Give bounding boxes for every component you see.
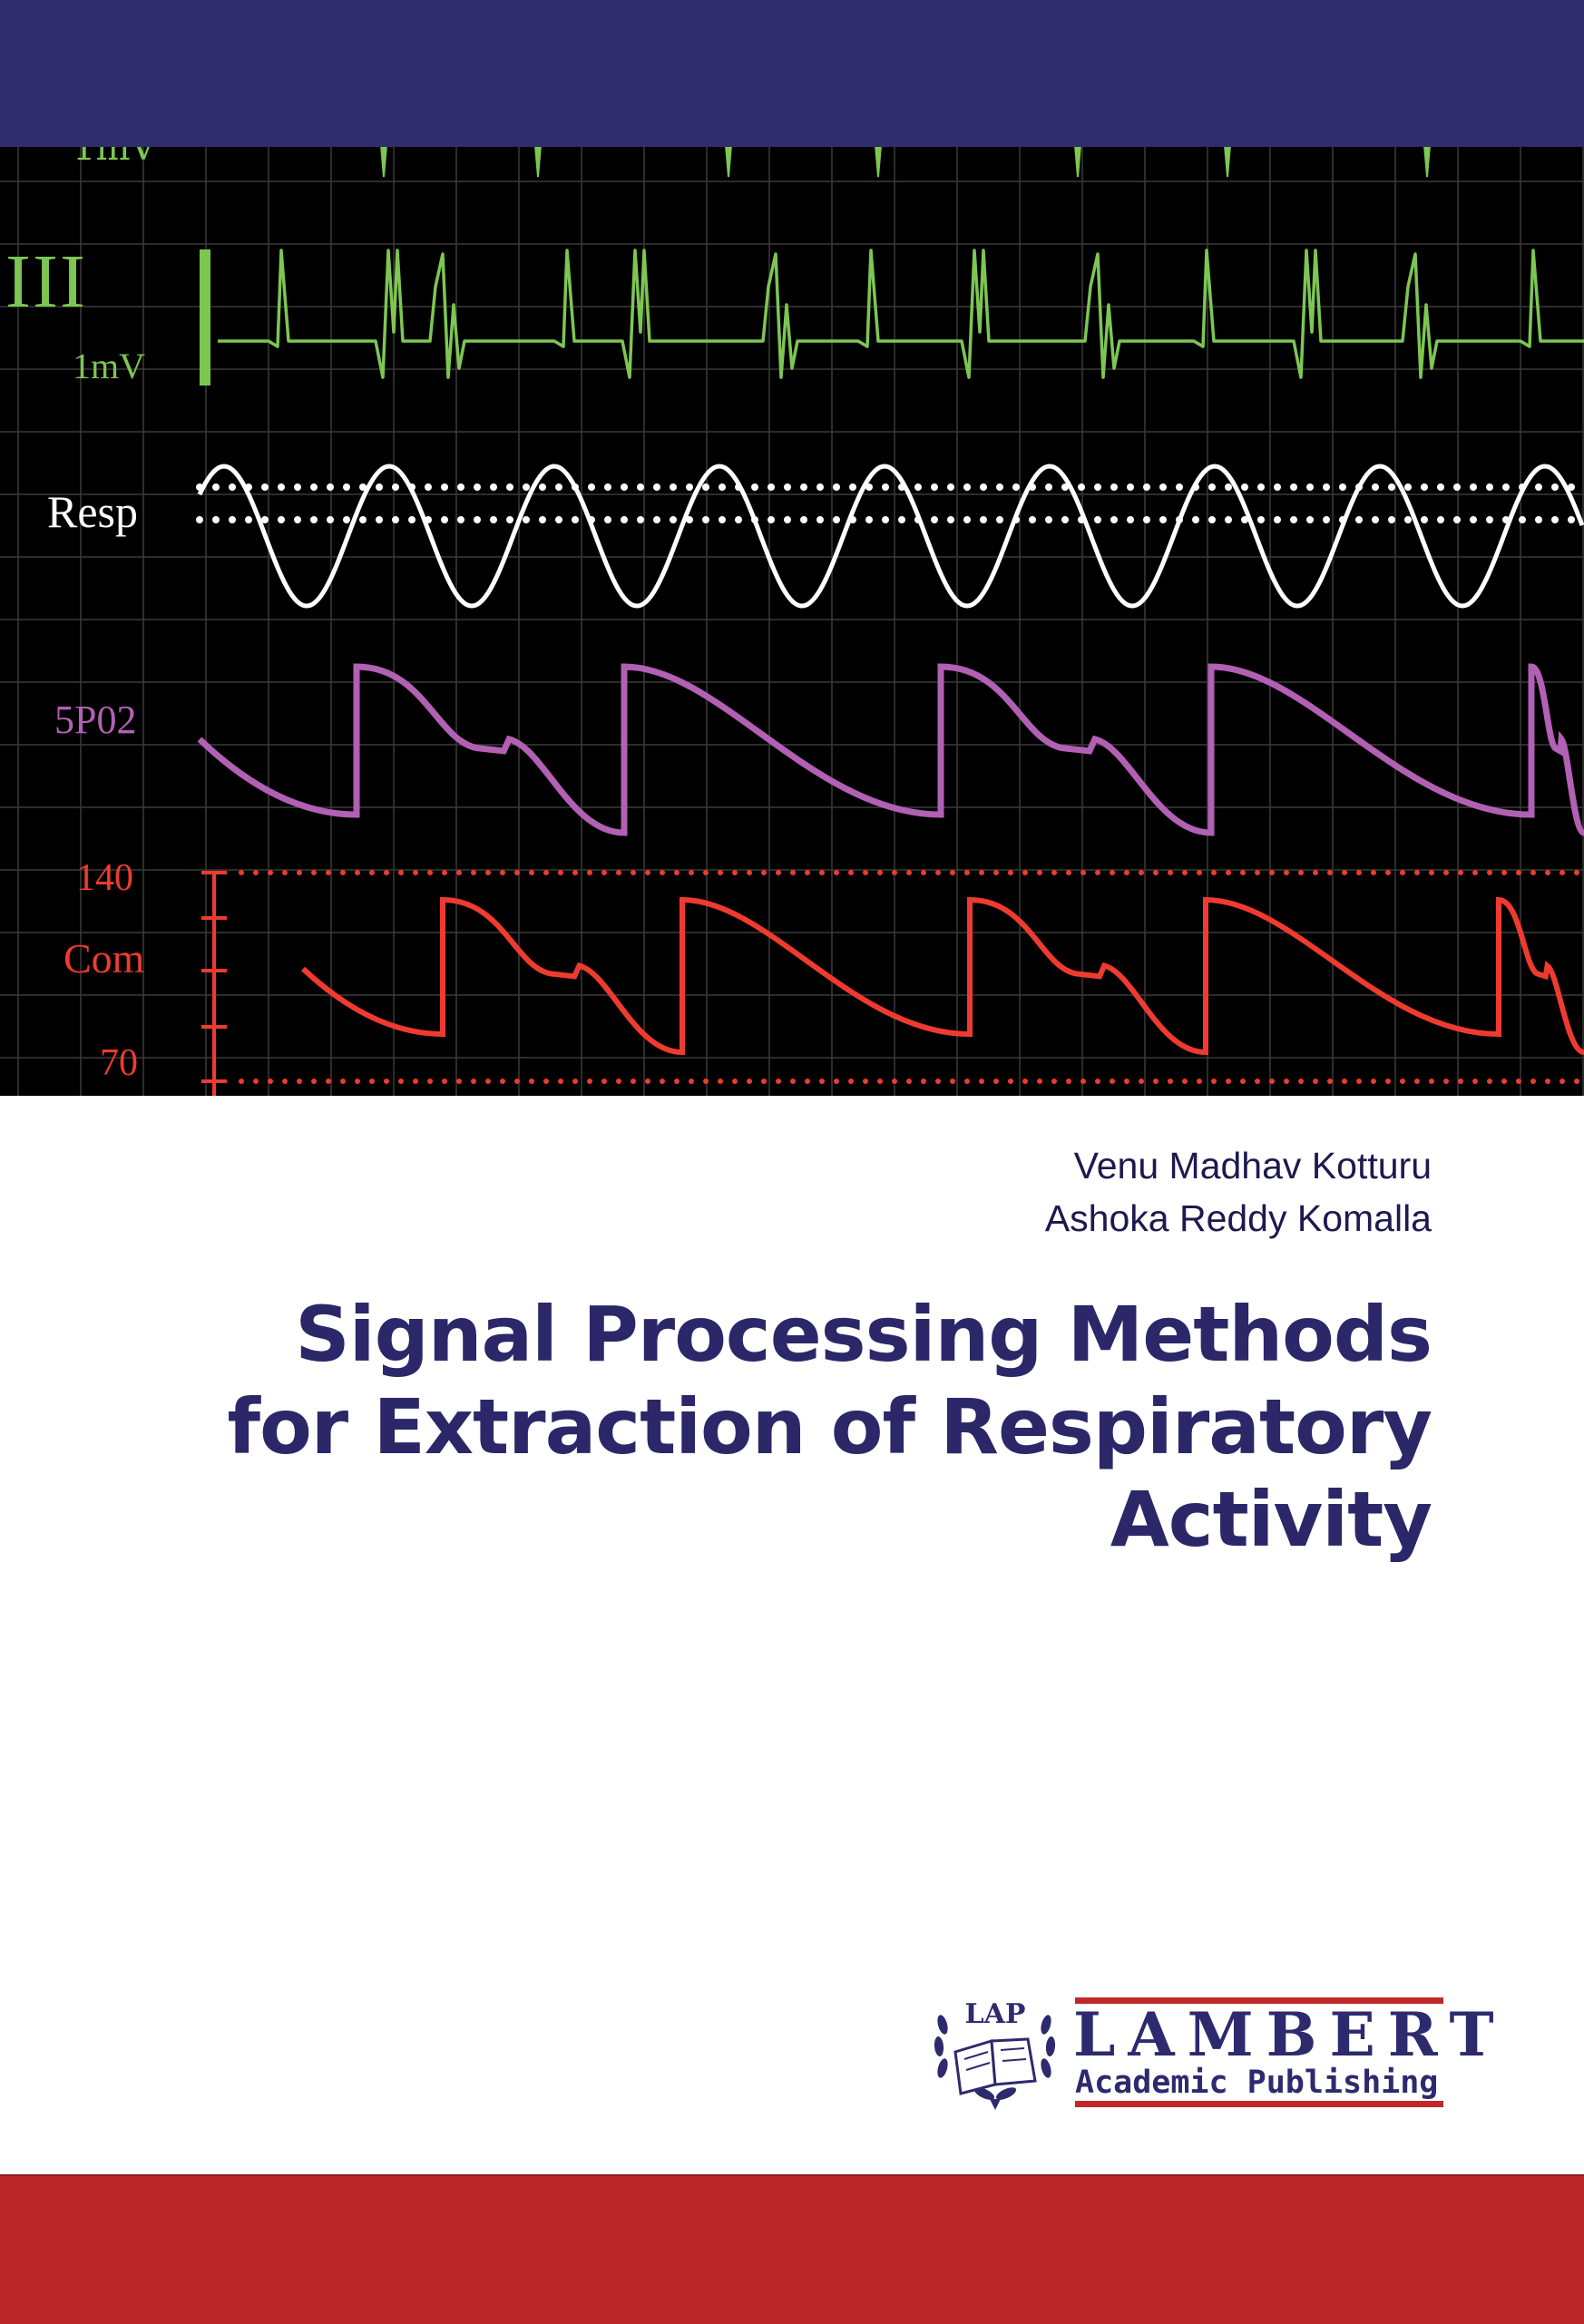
- publisher-name: LAMBERT: [1073, 1999, 1507, 2070]
- publisher-logo: LAP LAMBERT Academic Publishing: [930, 1987, 1494, 2114]
- title-line: Activity: [1110, 1475, 1432, 1564]
- open-book-laurel-icon: LAP: [934, 1998, 1056, 2110]
- logo-rule-bottom: [1075, 2101, 1443, 2107]
- author-list: Venu Madhav Kotturu Ashoka Reddy Komalla: [1045, 1139, 1432, 1245]
- title-line: Signal Processing Methods: [295, 1290, 1432, 1379]
- cover-monitor-image: 1mV III 1mV Resp 5P02 140 Com 70: [0, 0, 1584, 1096]
- com-high-scale-label: 140: [76, 857, 133, 899]
- book-title: Signal Processing Methods for Extraction…: [71, 1288, 1432, 1566]
- top-color-band: [0, 0, 1584, 147]
- publisher-subtitle: Academic Publishing: [1075, 2065, 1439, 2101]
- ecg-lead-label: III: [5, 239, 87, 324]
- com-low-scale-label: 70: [100, 1042, 138, 1084]
- author-name: Ashoka Reddy Komalla: [1044, 1197, 1432, 1239]
- vital-signs-waveforms: [0, 0, 1584, 1096]
- spo2-label: 5P02: [54, 698, 137, 742]
- svg-text:LAP: LAP: [965, 1998, 1026, 2030]
- bottom-color-band: [0, 2174, 1584, 2324]
- com-label: Com: [64, 935, 145, 981]
- ecg-scale-label: 1mV: [73, 346, 145, 386]
- title-line: for Extraction of Respiratory: [227, 1382, 1432, 1471]
- resp-label: Resp: [47, 486, 138, 537]
- logo-rule-top: [1075, 1997, 1443, 2004]
- author-name: Venu Madhav Kotturu: [1073, 1145, 1432, 1186]
